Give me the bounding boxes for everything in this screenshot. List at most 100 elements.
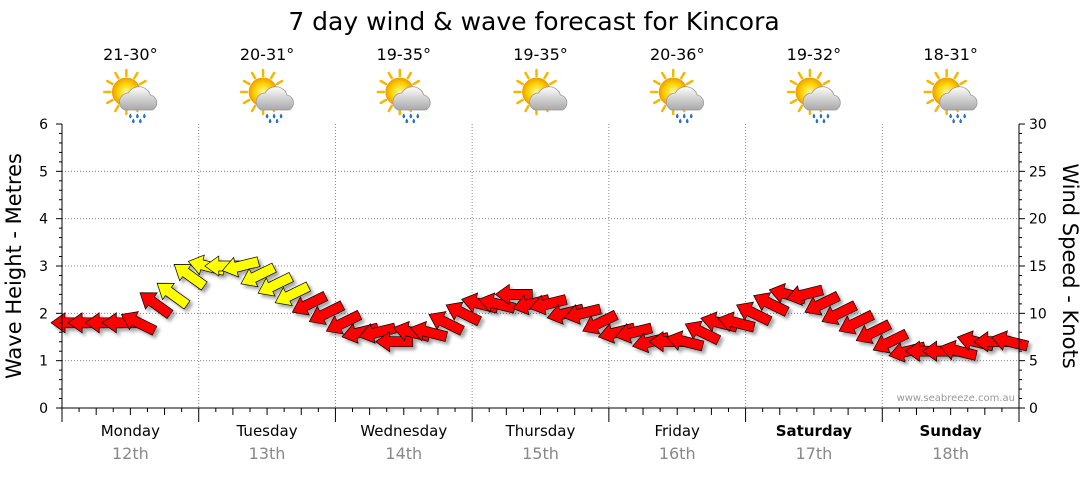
left-tick-label: 5: [39, 164, 48, 180]
left-axis-label: Wave Height - Metres: [2, 153, 26, 379]
wind-arrow: [325, 309, 363, 335]
day-name-label: Monday: [101, 422, 160, 440]
left-tick-label: 6: [39, 117, 48, 133]
sun-ray: [953, 71, 959, 80]
sun-ray: [524, 71, 530, 80]
sun-ray: [822, 79, 831, 86]
wind-arrow: [445, 301, 482, 327]
rain-drop: [129, 113, 132, 119]
rain-drop: [139, 118, 142, 124]
axes: 0 1 2 3 4 5 6 0 5 10 15 20 25 30: [39, 117, 1047, 422]
sun-ray: [926, 79, 935, 86]
right-tick-label: 25: [1029, 164, 1047, 180]
wind-arrow: [120, 311, 158, 336]
sun-ray: [652, 79, 661, 86]
wind-arrow: [529, 294, 568, 316]
sun-ray: [797, 104, 804, 113]
sun-ray: [685, 79, 694, 86]
sun-ray: [387, 104, 394, 113]
sun-cloud-icon: [513, 68, 568, 116]
day-temp-label: 21-30°: [103, 45, 158, 64]
wind-arrow: [753, 292, 790, 317]
sun-ray: [138, 79, 147, 86]
wind-arrow: [717, 311, 756, 333]
left-tick-label: 4: [39, 212, 48, 228]
sun-ray: [516, 79, 524, 86]
wind-arrow: [563, 303, 602, 325]
rain-drop: [956, 113, 959, 119]
sun-ray: [269, 71, 276, 80]
sun-ray: [275, 79, 284, 86]
rain-drop: [963, 113, 966, 119]
rain-drop: [405, 118, 409, 124]
rain-drop: [815, 118, 819, 124]
rain-drop: [279, 113, 283, 119]
wind-arrow: [939, 339, 978, 361]
sun-ray: [106, 79, 114, 86]
sun-ray: [133, 71, 139, 80]
cloud: [119, 86, 158, 111]
wind-arrow: [684, 320, 722, 346]
sun-ray: [543, 71, 549, 80]
day-date-label: 12th: [112, 444, 149, 463]
wind-arrows: [50, 254, 1029, 363]
sun-ray: [934, 104, 940, 113]
right-tick-label: 30: [1029, 117, 1047, 133]
wind-arrow: [614, 322, 653, 344]
sun-ray: [789, 98, 798, 105]
wind-arrow: [139, 292, 174, 319]
left-tick-label: 2: [39, 306, 48, 322]
day-name-label: Sunday: [919, 422, 982, 440]
rain-drop: [268, 118, 272, 124]
wind-arrow: [274, 281, 312, 307]
wind-arrow: [308, 300, 346, 325]
sun-cloud-rain-icon: [923, 68, 978, 124]
sun-ray: [816, 71, 823, 80]
cloud: [665, 86, 705, 111]
sun-ray: [652, 98, 661, 105]
wind-arrow: [409, 320, 448, 342]
sun-ray: [797, 71, 804, 80]
right-tick-label: 10: [1029, 306, 1047, 322]
sun-ray: [242, 98, 251, 105]
rain-drop: [416, 113, 420, 119]
wind-arrow: [156, 282, 191, 310]
left-tick-label: 0: [39, 401, 48, 417]
rain-drop: [682, 113, 686, 119]
sun-ray: [660, 71, 667, 80]
wind-arrow: [666, 330, 705, 352]
sun-cloud-rain-icon: [239, 68, 294, 124]
left-tick-label: 3: [39, 259, 48, 275]
sun-cloud-rain-icon: [649, 68, 705, 124]
day-name-label: Friday: [654, 422, 700, 440]
sun-cloud-rain-icon: [786, 68, 841, 124]
rain-drop: [143, 113, 146, 119]
rain-drop: [822, 118, 826, 124]
sun-ray: [524, 104, 530, 113]
sun-ray: [242, 79, 251, 86]
sun-ray: [926, 98, 935, 105]
rain-drop: [675, 113, 679, 119]
wind-arrow: [735, 301, 773, 327]
rain-drop: [409, 113, 413, 119]
cloud: [802, 86, 841, 111]
sun-ray: [114, 104, 120, 113]
sun-ray: [250, 71, 257, 80]
rain-drop: [136, 113, 139, 119]
wind-arrow: [804, 291, 841, 316]
wind-arrow: [855, 319, 893, 344]
wind-arrow: [291, 291, 329, 316]
sun-ray: [387, 71, 394, 80]
sun-ray: [516, 98, 524, 105]
sun-ray: [412, 79, 421, 86]
rain-drop: [272, 113, 276, 119]
sun-ray: [679, 71, 686, 80]
watermark: www.seabreeze.com.au: [897, 393, 1015, 404]
rain-drop: [826, 113, 830, 119]
day-date-label: 14th: [385, 444, 422, 463]
rain-drop: [959, 118, 962, 124]
right-tick-label: 0: [1029, 401, 1038, 417]
day-name-label: Wednesday: [360, 422, 447, 440]
